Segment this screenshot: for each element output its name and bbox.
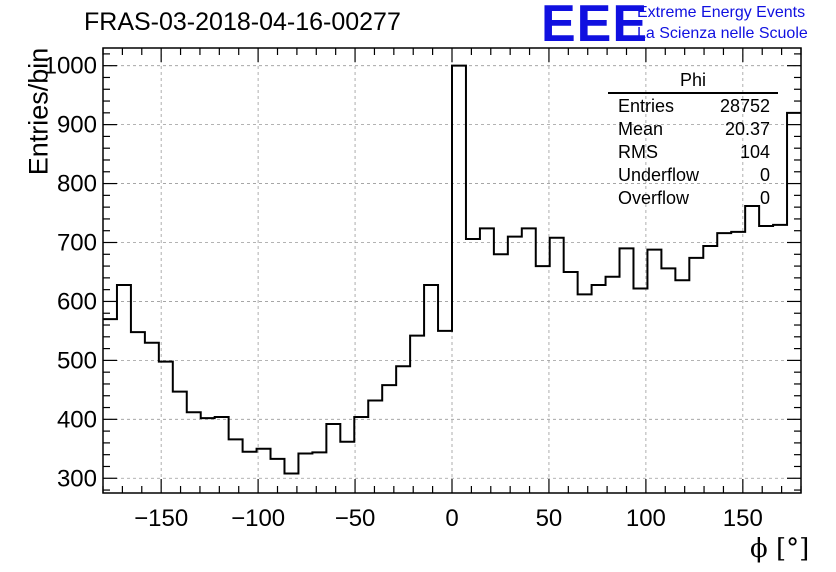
histogram-bin: [159, 362, 173, 493]
y-axis-label: Entries/bin: [23, 47, 54, 176]
stats-row-mean: Mean 20.37: [608, 119, 778, 142]
histogram-bin: [745, 206, 759, 493]
histogram-bin: [480, 228, 494, 493]
x-tick-label: −100: [231, 505, 285, 532]
histogram-bin: [117, 285, 131, 493]
y-tick-label: 900: [57, 112, 97, 139]
histogram-bin: [536, 266, 550, 493]
histogram-bin: [131, 332, 145, 493]
y-tick-label: 300: [57, 465, 97, 492]
histogram-bin: [145, 343, 159, 493]
stats-value: 28752: [719, 96, 770, 116]
eee-logo-mark: EEE: [541, 0, 649, 53]
stats-value: 20.37: [724, 119, 770, 139]
stats-label: RMS: [618, 142, 658, 162]
logo-line-1: Extreme Energy Events: [637, 4, 806, 21]
x-tick-label: 50: [536, 505, 563, 532]
histogram-bin: [494, 254, 508, 493]
y-tick-label: 400: [57, 406, 97, 433]
histogram-bin: [354, 417, 368, 493]
histogram-bin: [550, 238, 564, 493]
histogram-bin: [661, 268, 675, 493]
histogram-bin: [675, 280, 689, 493]
histogram-bin: [522, 228, 536, 493]
histogram-bin: [187, 412, 201, 493]
x-tick-label: −50: [335, 505, 376, 532]
histogram-bin: [424, 285, 438, 493]
histogram-bin: [620, 248, 634, 493]
histogram-bin: [717, 233, 731, 493]
histogram-bin: [438, 331, 452, 493]
y-tick-label: 1000: [44, 53, 97, 80]
histogram-bin: [396, 366, 410, 493]
histogram-series: [103, 64, 801, 493]
y-tick-label: 600: [57, 288, 97, 315]
histogram-bin: [201, 418, 215, 493]
x-axis: −150 −100 −50 0 50 100 150: [102, 48, 802, 532]
stats-label: Underflow: [618, 165, 700, 185]
x-tick-label: 100: [626, 505, 666, 532]
chart-title: FRAS-03-2018-04-16-00277: [84, 8, 401, 36]
x-tick-label: 150: [723, 505, 763, 532]
stats-value: 0: [759, 188, 770, 208]
histogram-bin: [731, 232, 745, 493]
histogram-bin: [368, 400, 382, 493]
histogram-bin: [326, 424, 340, 493]
histogram-bin: [410, 336, 424, 493]
y-tick-label: 500: [57, 347, 97, 374]
stats-row-entries: Entries 28752: [608, 96, 778, 119]
x-axis-label: ϕ [°]: [750, 534, 810, 564]
stats-row-rms: RMS 104: [608, 142, 778, 165]
stats-row-overflow: Overflow 0: [608, 188, 778, 211]
histogram-bin: [340, 442, 354, 493]
y-tick-label: 800: [57, 171, 97, 198]
histogram-outline: [103, 64, 801, 475]
histogram-bin: [787, 113, 801, 493]
histogram-bin: [578, 294, 592, 493]
histogram-bin: [606, 277, 620, 493]
x-tick-label: −150: [134, 505, 188, 532]
histogram-bin: [382, 385, 396, 493]
stats-row-underflow: Underflow 0: [608, 165, 778, 188]
stats-value: 104: [739, 142, 770, 162]
histogram-bin: [173, 392, 187, 493]
histogram-bin: [633, 288, 647, 493]
histogram-bin: [703, 246, 717, 493]
histogram-bin: [689, 258, 703, 493]
histogram-bin: [229, 439, 243, 493]
stats-box: Phi Entries 28752 Mean 20.37 RMS 104 Und…: [608, 70, 778, 211]
stats-title: Phi: [608, 70, 778, 94]
y-tick-label: 700: [57, 230, 97, 257]
y-axis: 300 400 500 600 700 800 900 1000: [44, 53, 801, 492]
histogram-bin: [452, 66, 466, 493]
histogram-bin: [466, 239, 480, 493]
histogram-bin: [647, 250, 661, 493]
histogram-bin: [564, 272, 578, 493]
histogram-bin: [759, 226, 773, 493]
histogram-bin: [508, 237, 522, 493]
stats-label: Mean: [618, 119, 664, 139]
histogram-bin: [243, 452, 257, 493]
x-tick-label: 0: [445, 505, 458, 532]
logo-line-2: La Scienza nelle Scuole: [637, 25, 808, 42]
histogram-bin: [298, 454, 312, 493]
stats-label: Overflow: [618, 188, 690, 208]
histogram-bin: [312, 452, 326, 493]
histogram-bin: [215, 417, 229, 493]
histogram-bin: [773, 225, 787, 493]
stats-value: 0: [759, 165, 770, 185]
stats-label: Entries: [618, 96, 675, 116]
histogram-bin: [592, 285, 606, 493]
